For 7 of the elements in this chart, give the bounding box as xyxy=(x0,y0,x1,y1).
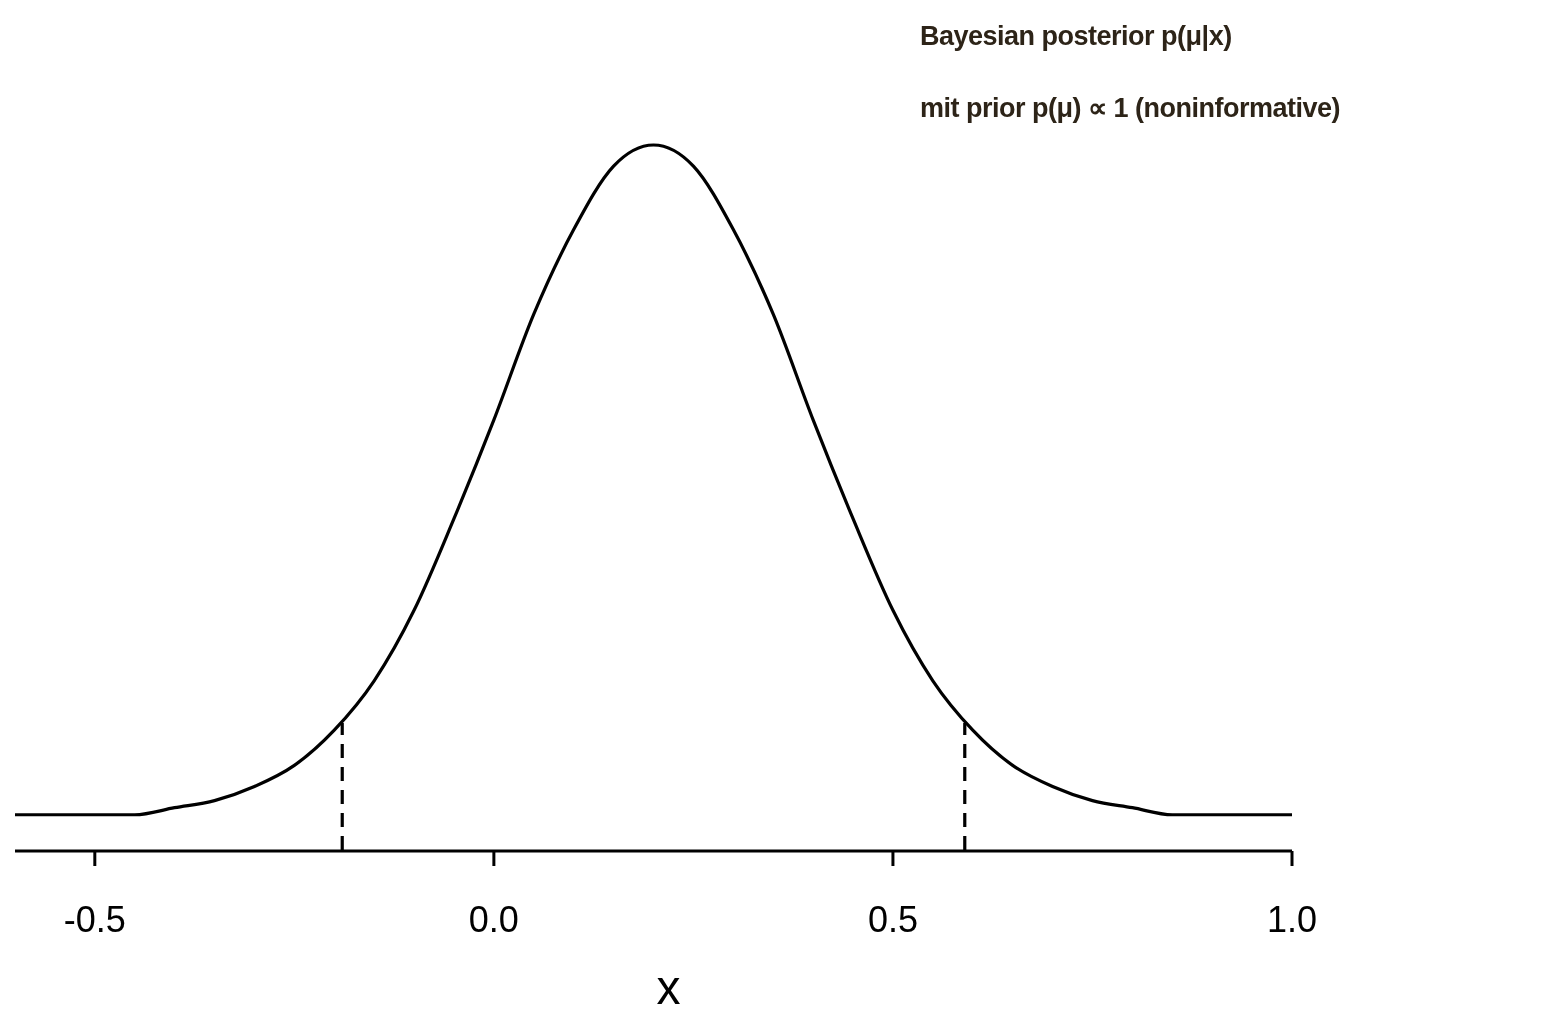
x-tick-label: 0.5 xyxy=(867,899,918,940)
x-tick-label: 1.0 xyxy=(1266,899,1318,940)
text: Bayesian posterior p(μ|x) xyxy=(920,21,1232,51)
x-axis-title: x xyxy=(656,961,681,1014)
text: mit prior p(μ) ∝ 1 (noninformative) xyxy=(920,93,1341,123)
x-tick-label: 0.0 xyxy=(468,899,519,940)
x-tick-label: -0.5 xyxy=(63,899,126,940)
